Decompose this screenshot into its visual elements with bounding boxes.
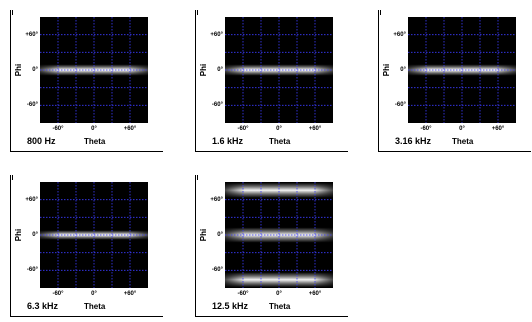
y-tick-label: -60° <box>26 102 38 109</box>
y-tick-label: +60° <box>25 31 38 38</box>
heatmap-svg <box>408 17 516 123</box>
y-axis-label: Phi <box>14 228 24 242</box>
y-tick-label: 0° <box>32 67 38 73</box>
chart-panel: +60° 0° -60° -60° 0° +60° Phi 12.5 kHz Theta <box>195 175 348 317</box>
x-tick-label: -60° <box>420 126 432 132</box>
x-tick-label: -60° <box>237 126 249 132</box>
x-tick-label: +60° <box>308 126 322 132</box>
y-axis-label: Phi <box>199 228 209 242</box>
x-tick-label: 0° <box>276 126 282 132</box>
corner-tick-mark <box>380 10 381 15</box>
y-tick-label: -60° <box>211 102 223 109</box>
heatmap-svg <box>225 182 333 288</box>
x-tick-label: 0° <box>276 291 282 297</box>
panel-frame <box>10 10 163 152</box>
y-tick-label: -60° <box>394 102 406 109</box>
y-axis-label: Phi <box>14 63 24 77</box>
y-axis-label: Phi <box>382 63 392 77</box>
x-tick-label: 0° <box>91 291 97 297</box>
heatmap-svg <box>225 17 333 123</box>
y-tick-label: 0° <box>217 232 223 238</box>
corner-tick-mark <box>197 175 198 180</box>
panel-frame <box>195 10 348 152</box>
heatmap-plot-area <box>40 182 148 288</box>
y-tick-label: 0° <box>217 67 223 73</box>
chart-panel: +60° 0° -60° -60° 0° +60° Phi 3.16 kHz Theta <box>378 10 531 152</box>
x-tick-label: 0° <box>91 126 97 132</box>
frequency-label: 800 Hz <box>27 136 56 146</box>
chart-panel: +60° 0° -60° -60° 0° +60° Phi 6.3 kHz Theta <box>10 175 163 317</box>
y-axis-label: Phi <box>199 63 209 77</box>
y-tick-label: -60° <box>211 267 223 274</box>
heatmap-plot-area <box>225 182 333 288</box>
y-tick-label: 0° <box>32 232 38 238</box>
panel-frame <box>378 10 531 152</box>
frequency-label: 1.6 kHz <box>212 136 244 146</box>
x-tick-label: -60° <box>52 291 64 297</box>
x-axis-label: Theta <box>452 137 474 146</box>
heatmap-plot-area <box>225 17 333 123</box>
x-tick-label: +60° <box>123 126 137 132</box>
intensity-band <box>225 182 333 198</box>
corner-tick-mark <box>12 10 13 15</box>
panel-frame <box>195 175 348 317</box>
x-tick-label: -60° <box>52 126 64 132</box>
x-tick-label: +60° <box>308 291 322 297</box>
y-tick-label: +60° <box>393 31 406 38</box>
y-tick-label: -60° <box>26 267 38 274</box>
heatmap-plot-area <box>408 17 516 123</box>
corner-tick-mark <box>12 175 13 180</box>
intensity-band <box>225 272 333 288</box>
x-axis-label: Theta <box>84 302 106 311</box>
y-tick-label: 0° <box>400 67 406 73</box>
corner-tick-mark <box>197 10 198 15</box>
x-tick-label: +60° <box>123 291 137 297</box>
x-axis-label: Theta <box>84 137 106 146</box>
heatmap-svg <box>40 182 148 288</box>
x-tick-label: +60° <box>491 126 505 132</box>
frequency-label: 3.16 kHz <box>395 136 432 146</box>
y-tick-label: +60° <box>25 196 38 203</box>
x-axis-label: Theta <box>269 137 291 146</box>
x-axis-label: Theta <box>269 302 291 311</box>
heatmap-plot-area <box>40 17 148 123</box>
x-tick-label: -60° <box>237 291 249 297</box>
frequency-label: 6.3 kHz <box>27 301 59 311</box>
panel-frame <box>10 175 163 317</box>
chart-panel: +60° 0° -60° -60° 0° +60° Phi 800 Hz Theta <box>10 10 163 152</box>
heatmap-svg <box>40 17 148 123</box>
y-tick-label: +60° <box>210 196 223 203</box>
x-tick-label: 0° <box>459 126 465 132</box>
chart-panel: +60° 0° -60° -60° 0° +60° Phi 1.6 kHz Theta <box>195 10 348 152</box>
frequency-label: 12.5 kHz <box>212 301 249 311</box>
y-tick-label: +60° <box>210 31 223 38</box>
